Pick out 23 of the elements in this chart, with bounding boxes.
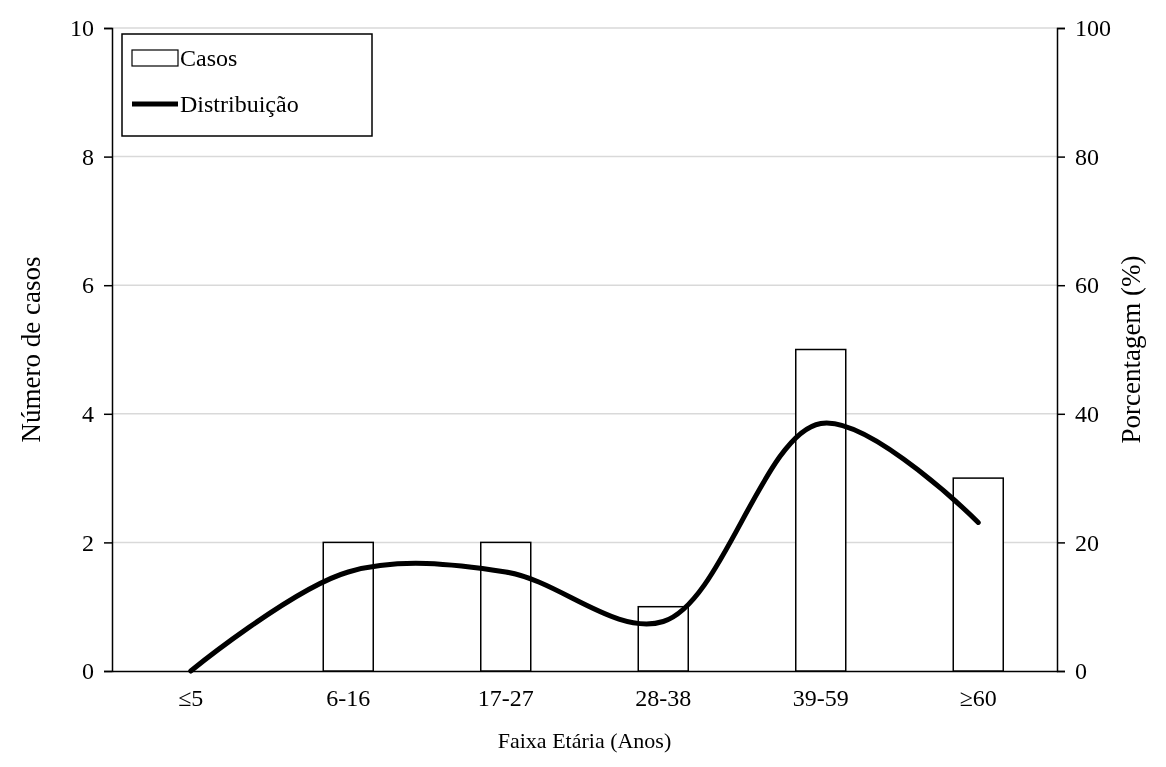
x-tick-label: 6-16 — [326, 685, 371, 712]
x-tick-label: 17-27 — [477, 685, 534, 712]
x-axis-title: Faixa Etária (Anos) — [497, 728, 672, 753]
x-tick-label: 28-38 — [635, 685, 692, 712]
y2-tick-label: 60 — [1075, 272, 1099, 299]
y2-tick-label: 0 — [1075, 658, 1087, 685]
y2-axis-title: Porcentagem (%) — [1116, 255, 1146, 444]
y-tick-label: 2 — [82, 529, 94, 556]
legend-label: Casos — [180, 45, 238, 71]
legend-label: Distribuição — [180, 91, 299, 117]
x-tick-label: ≤5 — [178, 685, 204, 712]
y2-tick-label: 80 — [1075, 143, 1099, 170]
x-tick-label: 39-59 — [792, 685, 849, 712]
y-axis-title: Número de casos — [16, 256, 46, 443]
y2-tick-label: 100 — [1075, 15, 1111, 42]
y-tick-label: 4 — [82, 400, 94, 427]
y-tick-label: 10 — [70, 15, 94, 42]
y-tick-label: 8 — [82, 143, 94, 170]
x-tick-label: ≥60 — [959, 685, 997, 712]
y2-tick-label: 20 — [1075, 529, 1099, 556]
y-tick-label: 0 — [82, 658, 94, 685]
y2-tick-label: 40 — [1075, 400, 1099, 427]
y-tick-label: 6 — [82, 272, 94, 299]
